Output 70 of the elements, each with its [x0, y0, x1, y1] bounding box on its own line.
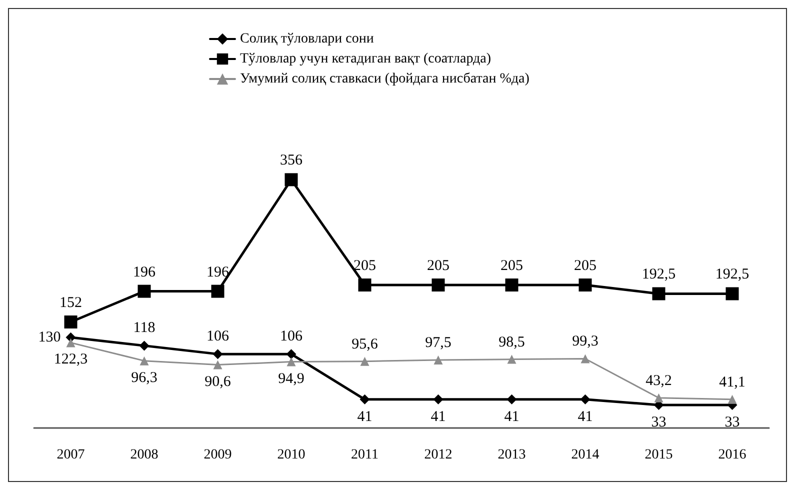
x-tick-label: 2012: [424, 448, 452, 462]
x-tick-label: 2013: [498, 448, 526, 462]
data-label: 96,3: [131, 370, 158, 386]
data-label: 205: [427, 258, 450, 274]
point: [433, 394, 444, 404]
point: [507, 354, 516, 364]
point: [432, 278, 445, 292]
point: [578, 278, 592, 292]
point: [652, 287, 666, 300]
point: [140, 356, 149, 366]
data-label: 356: [280, 152, 303, 169]
point: [66, 338, 76, 348]
data-label: 192,5: [715, 266, 750, 283]
point: [580, 354, 590, 364]
point: [284, 173, 298, 186]
point: [286, 357, 296, 366]
data-label: 196: [206, 264, 230, 280]
data-label: 122,3: [54, 352, 88, 368]
data-label: 41,1: [719, 374, 746, 390]
data-label: 205: [574, 258, 596, 274]
data-label: 41: [430, 408, 446, 425]
data-label: 152: [60, 294, 82, 311]
point: [360, 394, 370, 404]
point: [212, 349, 223, 360]
legend-label: Солиқ тўловлари сони: [240, 32, 374, 46]
data-label: 118: [133, 320, 156, 336]
point: [286, 349, 296, 360]
data-label: 41: [504, 408, 520, 425]
x-tick-label: 2008: [130, 448, 158, 462]
x-tick-label: 2009: [204, 448, 232, 462]
data-label: 205: [500, 258, 523, 274]
data-label: 130: [38, 329, 61, 346]
data-label: 41: [357, 408, 372, 425]
x-tick-label: 2014: [571, 448, 600, 462]
point: [139, 340, 150, 351]
data-label: 94,9: [278, 370, 304, 387]
legend-label: Тўловлар учун кетадиган вақт (соатларда): [240, 52, 492, 66]
x-tick-label: 2015: [644, 448, 673, 462]
point: [211, 284, 224, 298]
data-label: 95,6: [352, 336, 378, 352]
data-label: 106: [280, 328, 303, 345]
data-label: 43,2: [646, 372, 672, 389]
data-label: 196: [133, 264, 156, 280]
point: [434, 355, 443, 364]
data-label: 97,5: [425, 334, 452, 351]
data-label: 33: [724, 414, 740, 430]
x-tick-label: 2011: [351, 448, 378, 462]
x-tick-label: 2007: [56, 448, 85, 462]
point: [64, 315, 78, 328]
data-label: 192,5: [642, 266, 676, 283]
point: [654, 393, 664, 402]
point: [726, 287, 739, 300]
point: [138, 284, 151, 298]
data-label: 98,5: [498, 334, 525, 350]
legend-label: Умумий солиқ ставкаси (фойдага нисбатан %да): [240, 72, 530, 86]
point: [506, 394, 517, 404]
point: [213, 360, 222, 370]
data-label: 41: [578, 408, 593, 425]
point: [360, 356, 370, 366]
x-tick-label: 2010: [277, 448, 306, 462]
data-label: 33: [651, 414, 666, 430]
point: [505, 278, 518, 292]
data-label: 99,3: [572, 334, 598, 350]
point: [580, 394, 590, 404]
point: [728, 394, 737, 404]
data-label: 106: [206, 328, 230, 345]
data-label: 90,6: [204, 374, 232, 390]
point: [358, 278, 372, 292]
data-label: 205: [354, 258, 376, 274]
x-tick-label: 2016: [718, 448, 746, 462]
